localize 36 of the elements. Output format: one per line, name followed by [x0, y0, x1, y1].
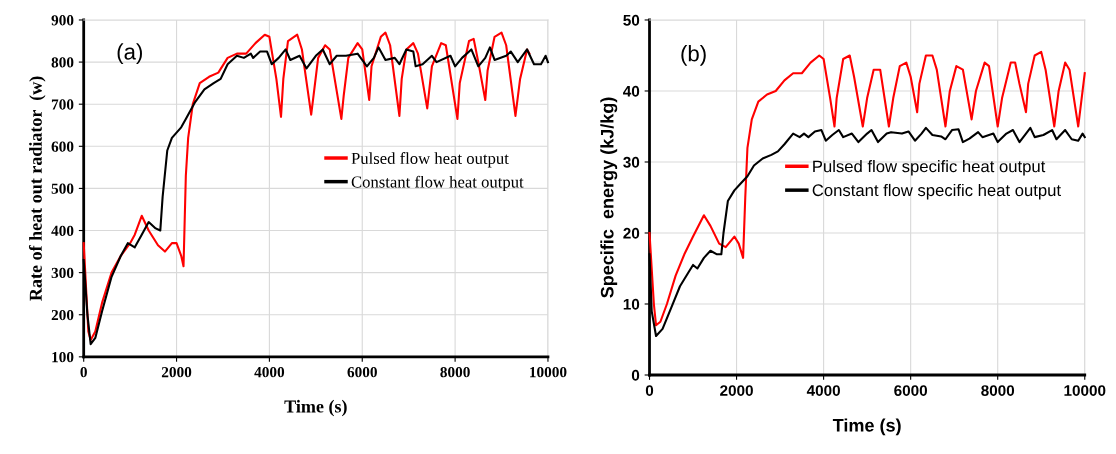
x-tick-label: 6000: [894, 385, 928, 396]
x-tick-label: 8000: [981, 385, 1015, 396]
x-tick-label: 2000: [161, 367, 192, 378]
x-tick-label: 10000: [530, 367, 567, 378]
x-tick-label: 10000: [1064, 385, 1106, 396]
x-tick-label: 8000: [440, 367, 470, 378]
y-tick-label: 200: [51, 309, 74, 321]
legend-label: Constant flow specific heat output: [812, 183, 1061, 200]
x-axis-title: Time (s): [832, 418, 901, 436]
x-tick-label: 0: [80, 367, 87, 378]
y-tick-label: 10: [623, 298, 640, 310]
legend-label: Constant flow heat output: [351, 175, 524, 192]
y-tick-label: 900: [51, 15, 74, 26]
annotation: (b): [681, 45, 706, 66]
y-tick-label: 50: [623, 14, 640, 26]
annotation: (a): [117, 43, 142, 65]
legend-label: Pulsed flow heat output: [351, 152, 509, 168]
y-tick-label: 30: [623, 156, 640, 168]
y-tick-label: 100: [52, 351, 74, 363]
y-tick-label: 800: [51, 57, 74, 68]
legend-label: Pulsed flow specific heat output: [813, 160, 1046, 176]
y-tick-label: 20: [623, 227, 640, 239]
y-tick-label: 600: [51, 141, 74, 152]
x-tick-label: 4000: [254, 367, 285, 378]
y-axis-title: Specific energy (kJ/kg): [600, 97, 618, 298]
y-tick-label: 300: [51, 267, 74, 279]
x-tick-label: 0: [645, 385, 654, 396]
x-tick-label: 2000: [720, 385, 753, 396]
x-tick-label: 6000: [347, 367, 377, 378]
y-tick-label: 400: [51, 225, 74, 236]
y-tick-label: 700: [51, 99, 74, 110]
x-tick-label: 4000: [806, 385, 840, 396]
y-tick-label: 500: [51, 183, 74, 194]
y-axis-title: Rate of heat out radiator (w): [28, 76, 46, 301]
y-tick-label: 40: [623, 85, 640, 97]
x-axis-title: Time (s): [284, 399, 347, 417]
